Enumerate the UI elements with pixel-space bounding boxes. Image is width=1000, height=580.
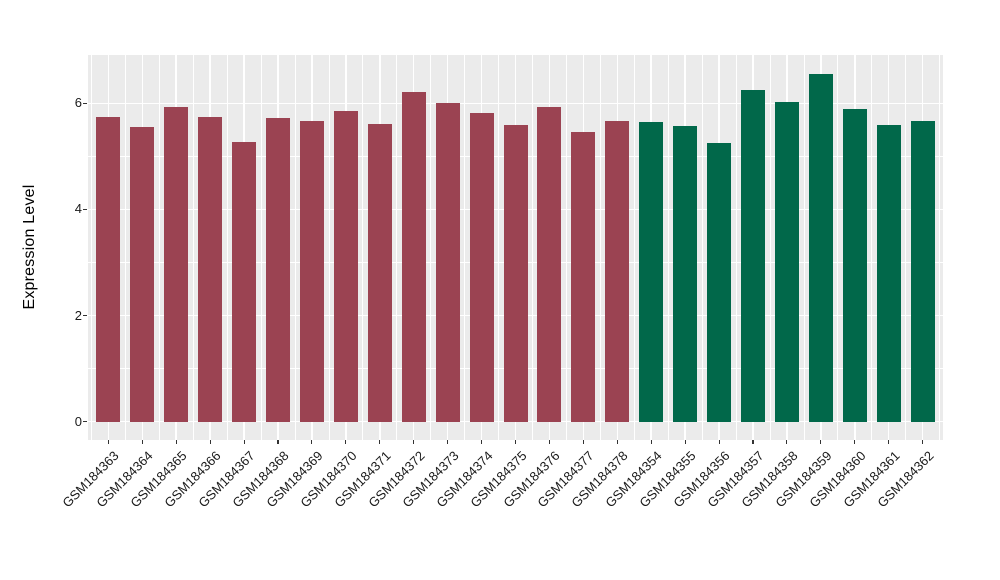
bar-GSM184368: [266, 117, 290, 422]
bar-GSM184367: [232, 142, 257, 422]
bar-GSM184378: [605, 120, 630, 422]
x-tick-mark: [684, 440, 686, 444]
x-tick-mark: [582, 440, 584, 444]
bar-GSM184374: [469, 112, 494, 422]
gridline-minor-vertical: [430, 55, 432, 440]
plot-panel: [88, 55, 943, 440]
bar-GSM184370: [333, 111, 358, 422]
y-tick-label: 4: [74, 201, 82, 217]
x-tick-mark: [379, 440, 381, 444]
bar-GSM184377: [571, 131, 596, 422]
x-tick-mark: [514, 440, 517, 444]
x-tick-mark: [447, 440, 449, 444]
gridline-minor-vertical: [464, 55, 466, 440]
bar-GSM184363: [96, 117, 121, 422]
bar-GSM184361: [876, 125, 901, 422]
x-tick-mark: [481, 440, 483, 444]
gridline-minor-vertical: [769, 55, 771, 440]
gridline-minor-vertical: [871, 55, 873, 440]
gridline-minor-vertical: [566, 55, 567, 440]
y-tick-mark: [83, 208, 87, 211]
bar-GSM184376: [537, 107, 562, 422]
gridline-minor-vertical: [599, 55, 601, 440]
y-tick-mark: [83, 315, 87, 317]
bar-GSM184365: [164, 106, 189, 422]
bar-GSM184371: [367, 123, 392, 422]
y-tick-label: 2: [74, 307, 82, 323]
gridline-minor-vertical: [633, 55, 635, 440]
x-tick-mark: [718, 440, 720, 444]
x-tick-mark: [548, 440, 550, 444]
x-tick-mark: [345, 440, 347, 444]
x-tick-mark: [413, 440, 415, 444]
x-tick-mark: [786, 440, 788, 444]
bar-GSM184355: [673, 126, 698, 422]
gridline-minor-vertical: [735, 55, 737, 440]
gridline-minor-vertical: [498, 55, 499, 440]
bar-GSM184375: [503, 125, 528, 422]
gridline-minor-vertical: [260, 55, 262, 440]
x-tick-mark: [311, 440, 313, 444]
bar-GSM184372: [401, 92, 426, 422]
x-tick-mark: [616, 440, 618, 444]
x-tick-mark: [922, 440, 924, 444]
x-tick-mark: [141, 440, 143, 444]
bar-GSM184357: [741, 89, 765, 422]
bar-GSM184354: [639, 121, 664, 422]
x-tick-mark: [209, 440, 211, 444]
x-tick-mark: [243, 440, 245, 444]
gridline-minor-vertical: [294, 55, 296, 440]
y-tick-mark: [83, 421, 87, 423]
y-tick-label: 0: [74, 413, 82, 429]
gridline-minor-vertical: [532, 55, 533, 440]
gridline-minor-vertical: [701, 55, 703, 440]
bar-GSM184366: [198, 117, 223, 422]
gridline-minor-vertical: [192, 55, 194, 440]
x-tick-mark: [854, 440, 856, 444]
bar-GSM184360: [842, 109, 867, 422]
x-tick-mark: [752, 440, 754, 444]
x-tick-mark: [107, 440, 109, 444]
gridline-minor-vertical: [939, 55, 941, 440]
gridline-minor-vertical: [803, 55, 805, 440]
x-tick-mark: [888, 440, 890, 444]
x-tick-mark: [820, 440, 822, 444]
x-tick-mark: [175, 440, 177, 444]
bar-GSM184359: [808, 73, 833, 422]
bar-GSM184362: [910, 120, 935, 422]
bar-GSM184369: [299, 121, 324, 422]
bar-GSM184373: [435, 103, 460, 422]
y-axis-title: Expression Level: [21, 184, 38, 310]
gridline-minor-vertical: [362, 55, 364, 440]
gridline-minor-vertical: [667, 55, 669, 440]
gridline-minor-vertical: [328, 55, 330, 440]
y-tick-label: 6: [74, 95, 82, 111]
gridline-minor-vertical: [396, 55, 398, 440]
gridline-minor-vertical: [837, 55, 839, 440]
gridline-minor-vertical: [905, 55, 907, 440]
bar-GSM184364: [130, 126, 155, 422]
bar-GSM184356: [707, 143, 732, 422]
y-tick-mark: [83, 102, 87, 104]
x-tick-mark: [277, 440, 279, 444]
bar-GSM184358: [774, 101, 799, 422]
gridline-minor-vertical: [158, 55, 160, 440]
gridline-minor-vertical: [124, 55, 126, 440]
x-tick-mark: [650, 440, 652, 444]
gridline-minor-vertical: [226, 55, 228, 440]
gridline-minor-vertical: [91, 55, 92, 440]
